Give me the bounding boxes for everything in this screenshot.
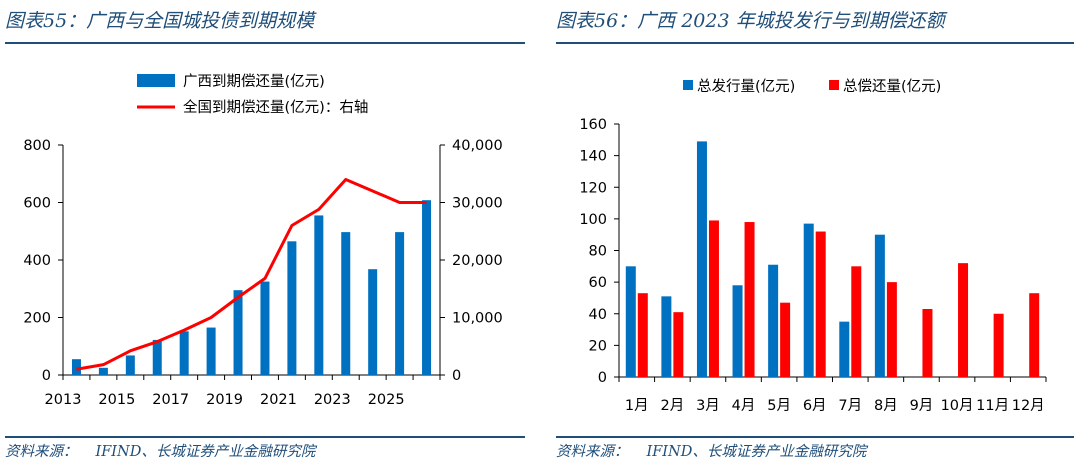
right-y-tick-label: 40,000 [452,138,503,154]
left-source-rule [5,436,525,438]
bar-issuance-3 [696,141,707,377]
bar-issuance-4 [732,285,743,377]
bar-repayment-3 [708,220,719,377]
x-tick-label: 11月 [976,398,1009,414]
bar-guangxi-2024 [368,269,378,375]
bar-guangxi-2025 [395,232,405,375]
bar-guangxi-2015 [125,355,135,375]
left-y-tick-label: 400 [23,253,51,269]
right-y-tick-label: 10,000 [452,311,503,327]
x-tick-label: 5月 [767,398,791,414]
right-figure-title: 图表56：广西 2023 年城投发行与到期偿还额 [556,10,945,32]
left-y-tick-label: 600 [23,196,51,212]
left-y-tick-label: 800 [23,138,51,154]
line-national [76,178,427,371]
left-figure-title: 图表55：广西与全国城投债到期规模 [5,10,315,32]
y-tick-label: 100 [579,212,607,228]
y-tick-label: 120 [579,180,607,196]
bar-guangxi-2022 [314,215,324,375]
right-source: 资料来源： IFIND、长城证券产业金融研究院 [556,440,884,461]
x-tick-label: 2021 [260,392,297,408]
bar-guangxi-2023 [341,232,351,375]
bar-issuance-8 [874,234,885,377]
x-tick-label: 10月 [941,398,974,414]
x-tick-label: 7月 [838,398,862,414]
right-y-tick-label: 20,000 [452,253,503,269]
x-tick-label: 1月 [625,398,649,414]
left-y-tick-label: 200 [23,311,51,327]
y-tick-label: 60 [589,275,607,291]
right-chart: 总发行量(亿元) 总偿还量(亿元) 0 20 40 60 80 100 120 140 160 1月 2… [579,78,1047,414]
x-tick-label: 8月 [874,398,898,414]
left-title-rule [5,42,525,44]
x-tick-label: 2月 [661,398,685,414]
bar-repayment-5 [780,302,791,377]
right-title-rule [556,42,1074,44]
bar-repayment-12 [1029,293,1040,377]
y-tick-label: 160 [579,117,607,133]
bar-repayment-1 [637,293,648,377]
legend-label-repayment: 总偿还量(亿元) [843,78,941,95]
bar-repayment-6 [815,231,826,377]
x-tick-label: 2019 [206,392,243,408]
bar-repayment-7 [851,266,862,377]
bar-guangxi-2017 [179,331,189,375]
left-figure: 图表55：广西与全国城投债到期规模 广西到期偿还量(亿元) 全国到期偿还量(亿元)… [5,10,525,461]
bar-repayment-4 [744,222,755,377]
x-tick-label: 3月 [696,398,720,414]
left-y-tick-label: 0 [42,368,51,384]
y-tick-label: 80 [589,244,607,260]
y-tick-label: 0 [598,370,607,386]
bar-guangxi-2026 [422,200,432,375]
right-source-rule [556,436,1074,438]
y-tick-label: 40 [589,307,607,323]
x-tick-label: 4月 [732,398,756,414]
bar-repayment-10 [958,263,969,377]
x-tick-label: 2023 [314,392,351,408]
bar-repayment-9 [922,309,933,377]
legend-label-issuance: 总发行量(亿元) [697,78,795,95]
legend-swatch-guangxi [137,74,175,87]
right-source-text: IFIND、长城证券产业金融研究院 [646,444,867,460]
bar-issuance-6 [803,223,814,377]
left-source-text: IFIND、长城证券产业金融研究院 [95,444,316,460]
bar-issuance-1 [625,266,636,377]
bar-repayment-11 [993,313,1004,377]
left-source: 资料来源： IFIND、长城证券产业金融研究院 [5,440,333,461]
right-y-tick-label: 30,000 [452,196,503,212]
x-tick-label: 2025 [368,392,405,408]
x-tick-label: 2013 [45,392,82,408]
bar-issuance-7 [839,321,850,377]
bar-guangxi-2020 [260,281,270,375]
bar-issuance-5 [768,264,779,377]
right-figure: 图表56：广西 2023 年城投发行与到期偿还额 总发行量(亿元) 总偿还量(亿元… [546,0,1080,466]
right-source-label: 资料来源： [556,444,629,460]
legend-label-national: 全国到期偿还量(亿元)：右轴 [183,98,368,116]
bar-issuance-2 [661,296,672,377]
bar-guangxi-2021 [287,241,297,375]
bar-guangxi-2014 [98,367,108,375]
right-y-tick-label: 0 [452,368,461,384]
y-tick-label: 140 [579,149,607,165]
left-source-label: 资料来源： [5,444,78,460]
bar-guangxi-2016 [152,339,162,375]
legend-swatch-issuance [683,80,693,90]
legend-swatch-repayment [829,80,839,90]
x-tick-label: 9月 [910,398,934,414]
bar-guangxi-2018 [206,327,216,375]
x-tick-label: 12月 [1012,398,1045,414]
bar-repayment-8 [886,282,897,377]
bar-guangxi-2013 [71,359,81,375]
bar-repayment-2 [673,312,684,377]
legend-label-guangxi: 广西到期偿还量(亿元) [183,73,325,90]
x-tick-label: 2015 [98,392,135,408]
bar-guangxi-2019 [233,290,243,375]
x-tick-label: 2017 [152,392,189,408]
x-tick-label: 6月 [803,398,827,414]
y-tick-label: 20 [589,338,607,354]
left-chart: 广西到期偿还量(亿元) 全国到期偿还量(亿元)：右轴 0 200 400 600 800 0 1… [23,73,503,408]
